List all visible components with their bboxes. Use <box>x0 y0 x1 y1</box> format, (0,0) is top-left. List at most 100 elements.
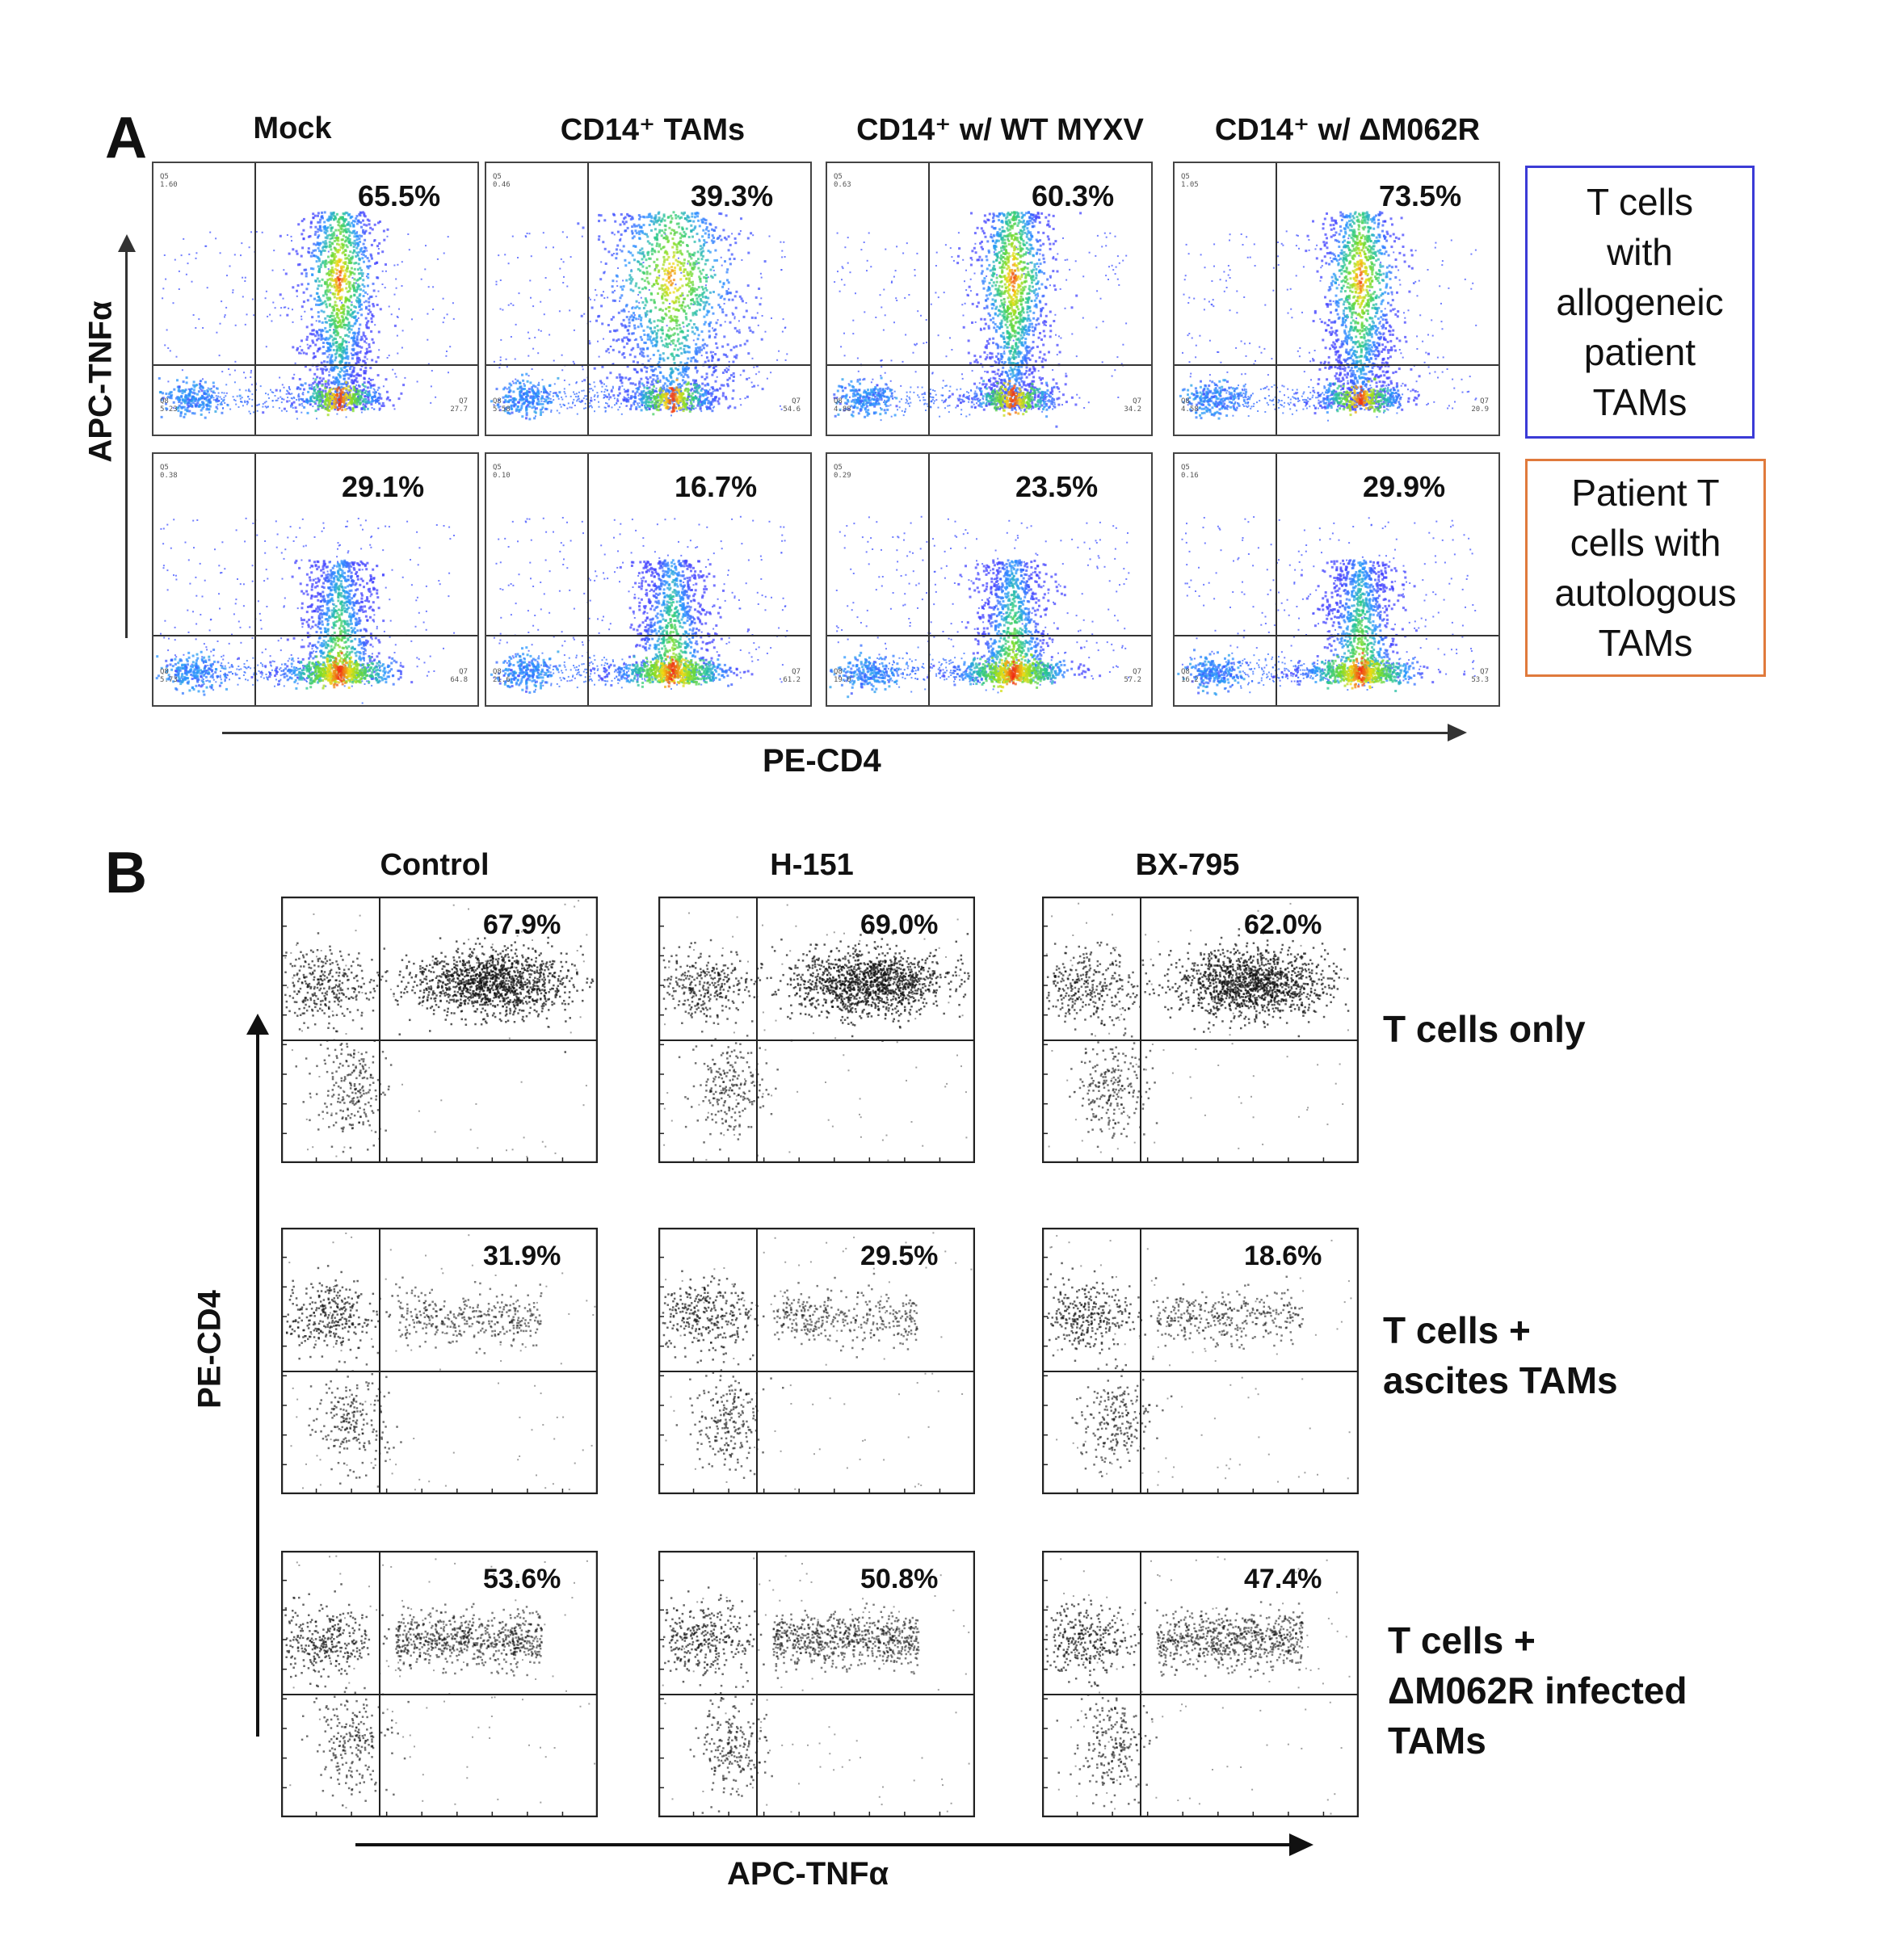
dot-cloud <box>833 211 1128 428</box>
quadrant-percentage: 29.1% <box>342 470 424 504</box>
flow-plot-a: Q5 0.16 Q8 16.2 Q7 53.3 29.9% <box>1173 452 1500 707</box>
axis-ticks <box>1043 1579 1325 1816</box>
quadrant-q8-tag: Q8 4.58 <box>1181 397 1199 414</box>
quadrant-q7-value: 34.2 <box>1124 405 1141 414</box>
flow-plot-b-svg <box>1042 1551 1359 1817</box>
quadrant-q5-value: 0.29 <box>834 472 851 480</box>
quadrant-q7-value: 53.3 <box>1471 676 1489 684</box>
quadrant-percentage: 39.3% <box>691 179 773 213</box>
flow-plot-b: 69.0% <box>658 897 975 1163</box>
panel-b-x-axis-arrowhead <box>1289 1833 1313 1856</box>
flow-plot-b-svg <box>281 1551 598 1817</box>
quadrant-q5-value: 1.60 <box>160 181 178 189</box>
panel-a-row-legend-autologous: Patient T cells with autologous TAMs <box>1525 459 1766 677</box>
legend-line: cells with <box>1554 518 1736 568</box>
quadrant-q7-value: 57.2 <box>1124 676 1141 684</box>
dot-cloud <box>158 211 455 420</box>
quadrant-q5-value: 0.46 <box>493 181 511 189</box>
row-label-line: T cells only <box>1383 1004 1586 1054</box>
plot-frame <box>1173 162 1500 436</box>
flow-plot-b-svg <box>658 897 975 1163</box>
panel-b-letter: B <box>105 840 147 906</box>
panel-a-col-header-tams: CD14⁺ TAMs <box>561 111 745 148</box>
row-label-line: ΔM062R infected <box>1388 1665 1688 1716</box>
flow-plot-b-svg <box>1042 1228 1359 1494</box>
flow-plot-b-svg <box>281 1228 598 1494</box>
row-label-line: TAMs <box>1388 1716 1688 1766</box>
panel-b-col-header-h151: H-151 <box>770 848 854 883</box>
quadrant-q5-tag: Q5 1.60 <box>160 173 178 189</box>
flow-plot-a: Q5 0.38 Q8 5.73 Q7 64.8 29.1% <box>152 452 479 707</box>
panel-a-x-axis-arrowhead <box>1448 724 1467 741</box>
quadrant-q8-tag: Q8 21.6 <box>493 668 511 684</box>
flow-plot-b: 18.6% <box>1042 1228 1359 1494</box>
quadrant-percentage: 73.5% <box>1379 179 1461 213</box>
panel-b-x-axis-arrow <box>355 1843 1292 1846</box>
panel-b-col-header-control: Control <box>380 848 489 883</box>
quadrant-q5-value: 1.05 <box>1181 181 1199 189</box>
quadrant-q8-tag: Q8 4.88 <box>834 397 851 414</box>
plot-frame <box>281 897 598 1163</box>
flow-plot-a: Q5 0.29 Q8 19.0 Q7 57.2 23.5% <box>826 452 1153 707</box>
flow-plot-b-svg <box>1042 897 1359 1163</box>
plot-frame <box>485 162 812 436</box>
flow-plot-b: 50.8% <box>658 1551 975 1817</box>
quadrant-q7-value: 54.6 <box>783 405 801 414</box>
flow-plot-a-svg <box>1173 162 1500 436</box>
dot-cloud <box>284 1555 596 1809</box>
panel-b-row-label-ascites: T cells + ascites TAMs <box>1383 1305 1618 1405</box>
legend-line: T cells <box>1556 177 1723 227</box>
dot-cloud <box>1046 1235 1352 1486</box>
flow-plot-b: 31.9% <box>281 1228 598 1494</box>
quadrant-q8-value: 5.58 <box>493 405 511 414</box>
quadrant-q8-value: 5.73 <box>160 676 178 684</box>
panel-a-col-header-dm062r: CD14⁺ w/ ΔM062R <box>1215 111 1480 148</box>
panel-b-col-header-bx795: BX-795 <box>1136 848 1240 883</box>
quadrant-q5-tag: Q5 0.16 <box>1181 464 1199 480</box>
axis-ticks <box>1043 925 1325 1162</box>
flow-plot-a: Q5 0.63 Q8 4.88 Q7 34.2 60.3% <box>826 162 1153 436</box>
row-label-line: ascites TAMs <box>1383 1355 1618 1405</box>
flow-plot-a-svg <box>826 162 1153 436</box>
flow-plot-b-svg <box>658 1551 975 1817</box>
axis-ticks <box>659 925 941 1162</box>
plot-frame <box>1042 897 1359 1163</box>
quadrant-q5-value: 0.63 <box>834 181 851 189</box>
dot-cloud <box>1045 1556 1351 1815</box>
plot-frame <box>658 1551 975 1817</box>
panel-a-letter: A <box>105 105 147 171</box>
quadrant-percentage: 29.5% <box>860 1241 938 1272</box>
flow-plot-a: Q5 1.60 Q8 5.23 Q7 27.7 65.5% <box>152 162 479 436</box>
quadrant-percentage: 67.9% <box>483 909 561 941</box>
quadrant-percentage: 31.9% <box>483 1241 561 1272</box>
panel-a-x-axis-label: PE-CD4 <box>763 743 881 779</box>
row-label-line: T cells + <box>1388 1615 1688 1665</box>
quadrant-q8-value: 21.6 <box>493 676 511 684</box>
flow-plot-a-svg <box>485 162 812 436</box>
panel-b-y-axis-label: PE-CD4 <box>192 1261 229 1438</box>
panel-b-y-axis-arrow <box>256 1026 259 1737</box>
quadrant-percentage: 23.5% <box>1015 470 1098 504</box>
legend-line: TAMs <box>1554 618 1736 668</box>
quadrant-q7-tag: Q7 34.2 <box>1124 397 1141 414</box>
quadrant-percentage: 62.0% <box>1244 909 1322 941</box>
panel-a-y-axis-arrowhead <box>118 234 136 252</box>
plot-frame <box>658 1228 975 1494</box>
flow-plot-a: Q5 0.46 Q8 5.58 Q7 54.6 39.3% <box>485 162 812 436</box>
panel-b-row-label-t-cells-only: T cells only <box>1383 1004 1586 1054</box>
axis-ticks <box>659 1579 941 1816</box>
quadrant-q8-tag: Q8 19.0 <box>834 668 851 684</box>
flow-plot-a: Q5 0.10 Q8 21.6 Q7 61.2 16.7% <box>485 452 812 707</box>
flow-plot-b-svg <box>281 897 598 1163</box>
dot-cloud <box>1177 516 1477 696</box>
flow-plot-b: 53.6% <box>281 1551 598 1817</box>
quadrant-q8-tag: Q8 5.23 <box>160 397 178 414</box>
quadrant-q7-tag: Q7 20.9 <box>1471 397 1489 414</box>
dot-cloud <box>1179 211 1477 422</box>
quadrant-q5-tag: Q5 0.10 <box>493 464 511 480</box>
flow-plot-a-svg <box>152 162 479 436</box>
quadrant-q5-tag: Q5 0.46 <box>493 173 511 189</box>
legend-line: TAMs <box>1556 377 1723 427</box>
panel-a-y-axis-arrow <box>125 242 128 638</box>
quadrant-q5-value: 0.38 <box>160 472 178 480</box>
